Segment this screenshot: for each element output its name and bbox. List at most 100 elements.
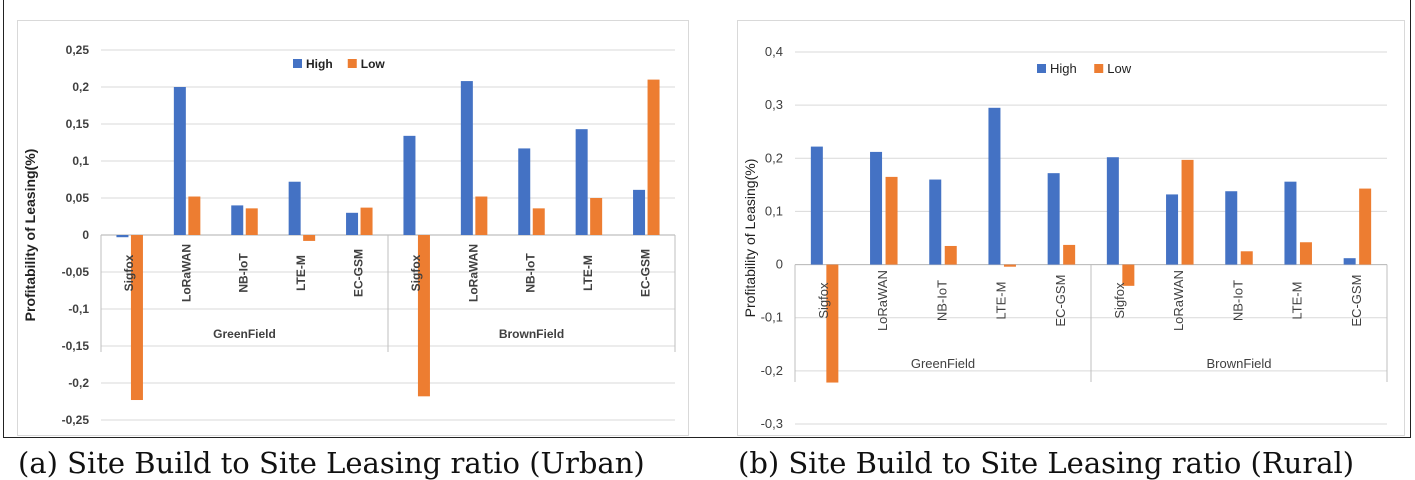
bar-low bbox=[1063, 244, 1076, 265]
bar-low bbox=[885, 176, 898, 265]
y-tick-label: 0,25 bbox=[66, 43, 90, 57]
y-tick-label: -0,05 bbox=[62, 265, 90, 279]
y-tick-label: -0,2 bbox=[761, 363, 783, 378]
legend-swatch-high bbox=[1037, 64, 1046, 73]
category-label: LTE-M bbox=[294, 255, 308, 291]
bar-high bbox=[1343, 258, 1356, 265]
caption-urban: (a) Site Build to Site Leasing ratio (Ur… bbox=[18, 446, 645, 480]
bar-high bbox=[575, 129, 588, 235]
bar-high bbox=[346, 212, 359, 235]
legend-swatch-high bbox=[293, 59, 302, 68]
bar-low bbox=[1240, 251, 1253, 265]
bar-high bbox=[1225, 191, 1238, 265]
y-tick-label: -0,2 bbox=[68, 376, 89, 390]
y-tick-label: 0,3 bbox=[765, 97, 783, 112]
category-label: LTE-M bbox=[1290, 282, 1305, 320]
category-label: LoRaWAN bbox=[179, 244, 193, 302]
legend-label-low: Low bbox=[361, 57, 386, 71]
bar-low bbox=[188, 196, 201, 235]
bar-low bbox=[303, 235, 316, 241]
bar-high bbox=[1047, 173, 1060, 265]
bar-low bbox=[245, 208, 258, 235]
group-label: GreenField bbox=[911, 356, 975, 371]
y-tick-label: 0 bbox=[82, 228, 89, 242]
bar-high bbox=[403, 135, 416, 235]
y-tick-label: 0,1 bbox=[72, 154, 89, 168]
category-label: EC-GSM bbox=[1053, 275, 1068, 327]
y-tick-label: 0,2 bbox=[765, 150, 783, 165]
bar-low bbox=[590, 198, 603, 235]
group-label: BrownField bbox=[499, 327, 564, 341]
category-label: EC-GSM bbox=[1349, 275, 1364, 327]
chart-panel-urban: 0,25 0,2 0,15 0,1 0,05 0 -0,05 -0,1 -0,15 -0,2 -0,… bbox=[17, 20, 689, 436]
category-label: NB-IoT bbox=[934, 280, 949, 321]
category-label: Sigfox bbox=[1112, 282, 1127, 319]
bar-high bbox=[288, 181, 301, 235]
bar-high bbox=[231, 205, 244, 235]
bar-high bbox=[1284, 181, 1297, 265]
y-tick-label: 0,4 bbox=[765, 44, 783, 59]
chart-area-border bbox=[17, 20, 689, 436]
bar-low bbox=[1359, 188, 1372, 265]
bar-high bbox=[633, 189, 646, 235]
figure-frame bbox=[3, 0, 1411, 438]
bar-high bbox=[116, 235, 129, 238]
category-label: LTE-M bbox=[994, 282, 1009, 320]
bar-low bbox=[1181, 159, 1194, 265]
y-tick-label: -0,3 bbox=[761, 416, 783, 431]
bar-low bbox=[826, 264, 839, 383]
y-tick-label: 0,1 bbox=[765, 203, 783, 218]
category-label: Sigfox bbox=[409, 254, 423, 291]
y-tick-label: 0,15 bbox=[66, 117, 90, 131]
bar-high bbox=[810, 146, 823, 265]
bar-high bbox=[988, 107, 1001, 265]
bar-high bbox=[460, 81, 473, 235]
chart-area-border bbox=[737, 20, 1405, 436]
category-label: EC-GSM bbox=[638, 249, 652, 297]
legend-swatch-low bbox=[1094, 64, 1104, 73]
y-tick-label: -0,15 bbox=[62, 339, 90, 353]
y-tick-label: 0 bbox=[776, 257, 783, 272]
y-tick-label: 0,2 bbox=[72, 80, 89, 94]
group-label: GreenField bbox=[213, 327, 276, 341]
category-label: EC-GSM bbox=[351, 249, 365, 297]
category-label: LTE-M bbox=[581, 255, 595, 291]
rural-chart-svg: 0,4 0,3 0,2 0,1 0 -0,1 -0,2 -0,3 Sigfox LoRaWAN NB… bbox=[737, 20, 1405, 436]
caption-rural: (b) Site Build to Site Leasing ratio (Ru… bbox=[738, 446, 1355, 480]
category-label: LoRaWAN bbox=[466, 244, 480, 302]
y-tick-label: -0,1 bbox=[68, 302, 89, 316]
y-tick-label: -0,1 bbox=[761, 310, 783, 325]
urban-chart-svg: 0,25 0,2 0,15 0,1 0,05 0 -0,05 -0,1 -0,15 -0,2 -0,… bbox=[17, 20, 689, 436]
bar-low bbox=[1299, 242, 1312, 265]
y-tick-label: -0,25 bbox=[62, 413, 90, 427]
bar-low bbox=[1122, 264, 1135, 286]
legend-label-high: High bbox=[306, 57, 333, 71]
category-label: LoRaWAN bbox=[1171, 270, 1186, 331]
y-axis-title: Profitability of Leasing(%) bbox=[22, 149, 38, 322]
category-label: Sigfox bbox=[816, 282, 831, 319]
y-axis-title: Profitability of Leasing(%) bbox=[742, 159, 758, 318]
bar-low bbox=[532, 208, 545, 235]
bar-high bbox=[870, 151, 883, 265]
bar-low bbox=[130, 235, 143, 401]
legend-swatch-low bbox=[347, 59, 357, 68]
category-label: Sigfox bbox=[122, 254, 136, 291]
bar-high bbox=[173, 87, 186, 235]
bar-low bbox=[944, 245, 957, 265]
y-tick-label: 0,05 bbox=[66, 191, 90, 205]
bar-low bbox=[417, 235, 430, 397]
category-label: LoRaWAN bbox=[875, 270, 890, 331]
legend-label-high: High bbox=[1050, 61, 1077, 76]
chart-panel-rural: 0,4 0,3 0,2 0,1 0 -0,1 -0,2 -0,3 Sigfox LoRaWAN NB… bbox=[737, 20, 1405, 436]
bar-low bbox=[1003, 264, 1016, 267]
group-label: BrownField bbox=[1206, 356, 1271, 371]
bar-low bbox=[475, 196, 488, 235]
bar-high bbox=[518, 148, 531, 235]
bar-high bbox=[1166, 194, 1179, 265]
bar-high bbox=[929, 179, 942, 265]
bar-low bbox=[647, 79, 660, 235]
bar-low bbox=[360, 207, 373, 235]
category-label: NB-IoT bbox=[237, 253, 251, 293]
legend-label-low: Low bbox=[1107, 61, 1131, 76]
category-label: NB-IoT bbox=[1230, 280, 1245, 321]
